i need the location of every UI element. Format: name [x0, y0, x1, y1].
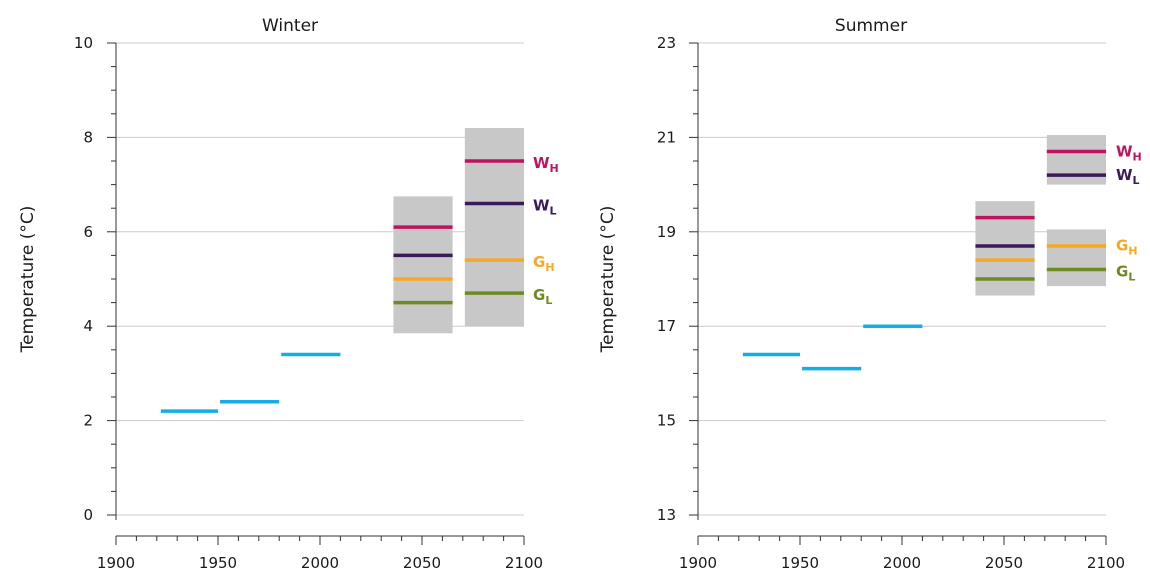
y-tick-label: 17 [657, 317, 676, 335]
chart-title: Summer [835, 16, 907, 36]
y-axis-label: Temperature (°C) [598, 206, 618, 354]
projection-range-box [1046, 135, 1106, 185]
y-axis-label: Temperature (°C) [18, 206, 38, 354]
x-tick-label: 1900 [679, 554, 717, 572]
y-tick-label: 8 [83, 128, 93, 146]
scenario-label-subscript: L [550, 205, 557, 218]
y-tick-label: 10 [74, 34, 93, 52]
scenario-label-wl: WL [1116, 166, 1140, 187]
scenario-label-subscript: H [550, 162, 559, 175]
chart-panel-winter: 0 2 4 6 8 10 1900 1950 2000 2050 2100 Winter Tempera… [18, 16, 559, 572]
projection-range-box [464, 127, 524, 327]
y-tick-label: 15 [657, 412, 676, 430]
scenario-label-gh: GH [533, 253, 555, 274]
chart-panel-summer: 13 15 17 19 21 23 1900 1950 2000 2050 2100 Summer Te… [598, 16, 1142, 572]
scenario-label-subscript: L [1133, 174, 1140, 187]
scenario-label-wh: WH [533, 154, 559, 175]
projection-range-box [1046, 229, 1106, 287]
scenario-label-subscript: H [1133, 150, 1142, 163]
scenario-label-subscript: L [1128, 271, 1135, 284]
projection-range-box [393, 196, 453, 334]
scenario-label-wl: WL [533, 197, 557, 218]
x-tick-label: 1950 [781, 554, 819, 572]
y-tick-label: 21 [657, 128, 676, 146]
y-tick-label: 19 [657, 223, 676, 241]
x-tick-label: 2100 [505, 554, 543, 572]
scenario-label-gl: GL [533, 286, 552, 307]
x-tick-label: 1900 [97, 554, 135, 572]
y-tick-label: 0 [83, 506, 93, 524]
y-tick-label: 2 [83, 412, 93, 430]
chart-title: Winter [262, 16, 318, 36]
x-tick-label: 2000 [883, 554, 921, 572]
x-tick-label: 2100 [1087, 554, 1125, 572]
scenario-label-subscript: H [545, 261, 554, 274]
x-tick-label: 2050 [985, 554, 1023, 572]
x-tick-label: 2050 [403, 554, 441, 572]
scenario-label-subscript: H [1128, 245, 1137, 258]
scenario-label-gh: GH [1116, 237, 1138, 258]
scenario-label-gl: GL [1116, 263, 1135, 284]
scenario-label-subscript: L [545, 294, 552, 307]
x-tick-label: 1950 [199, 554, 237, 572]
y-tick-label: 6 [83, 223, 93, 241]
y-tick-label: 13 [657, 506, 676, 524]
projection-range-box [975, 201, 1035, 296]
scenario-label-wh: WH [1116, 142, 1142, 163]
y-tick-label: 23 [657, 34, 676, 52]
y-tick-label: 4 [83, 317, 93, 335]
x-tick-label: 2000 [301, 554, 339, 572]
